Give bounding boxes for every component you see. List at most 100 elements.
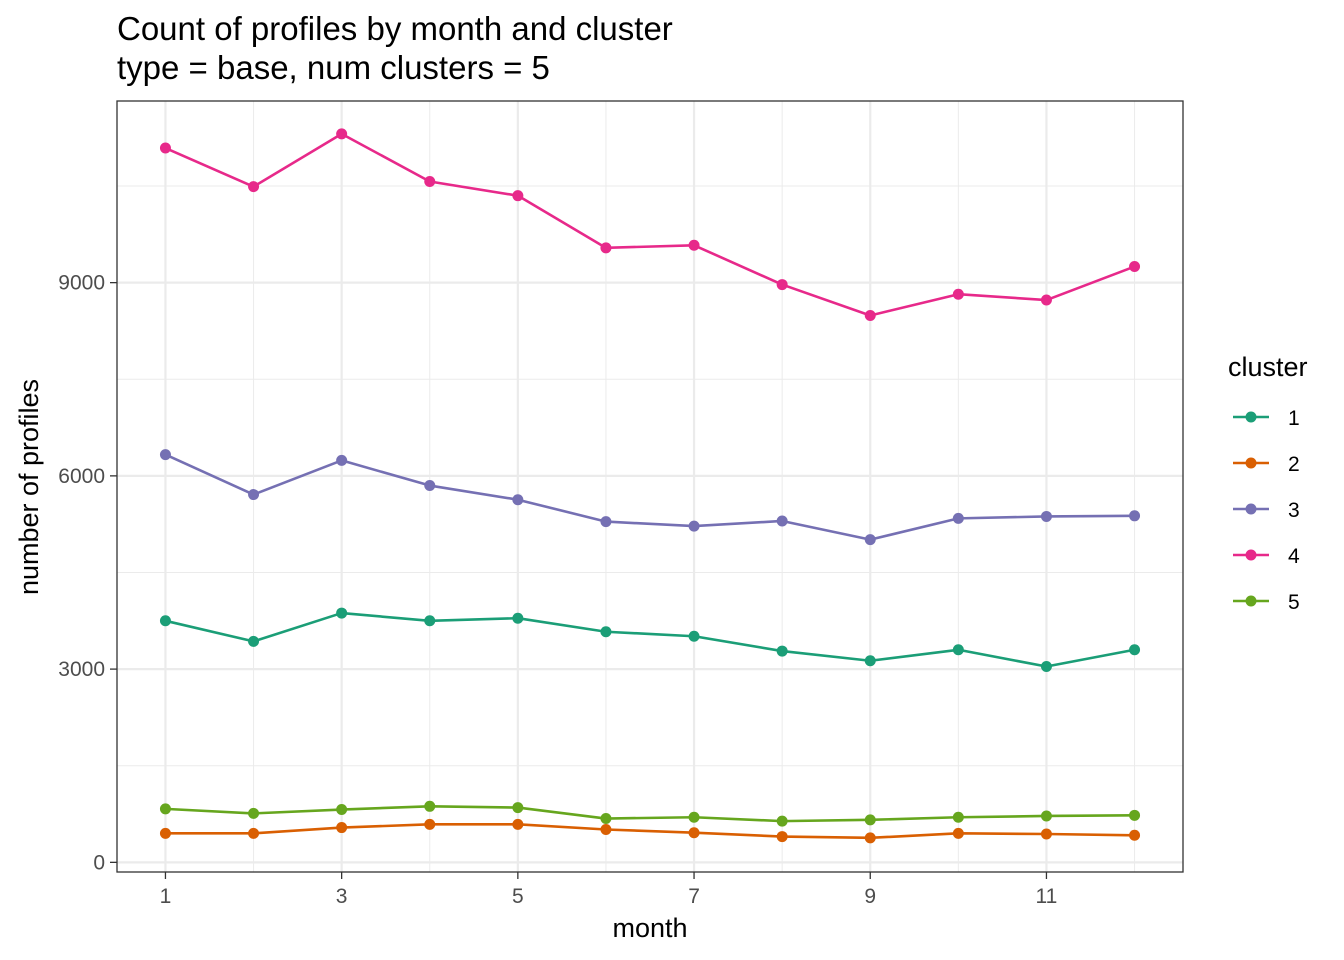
- data-point: [688, 827, 700, 839]
- data-point: [512, 818, 524, 830]
- legend-label: 4: [1288, 545, 1300, 568]
- series-4: [159, 128, 1141, 321]
- y-axis-title: number of profiles: [14, 379, 44, 595]
- data-point: [424, 818, 436, 830]
- series-line: [165, 823, 1135, 840]
- data-point: [864, 832, 876, 844]
- data-point: [864, 534, 876, 546]
- data-point: [159, 803, 171, 815]
- chart-subtitle: type = base, num clusters = 5: [117, 49, 550, 86]
- data-point: [776, 515, 788, 527]
- panel-border: [116, 100, 1184, 873]
- data-point: [952, 288, 964, 300]
- data-point: [336, 128, 348, 140]
- legend: cluster 1 2 3 4 5: [1228, 352, 1308, 614]
- data-point: [512, 612, 524, 624]
- data-point: [952, 827, 964, 839]
- data-point: [1040, 661, 1052, 673]
- data-point: [1040, 294, 1052, 306]
- legend-key-point: [1245, 549, 1257, 561]
- data-point: [248, 635, 260, 647]
- data-point: [248, 807, 260, 819]
- data-point: [600, 626, 612, 638]
- data-point: [864, 814, 876, 826]
- data-point: [336, 454, 348, 466]
- data-point: [776, 279, 788, 291]
- data-point: [1129, 829, 1141, 841]
- data-point: [512, 802, 524, 814]
- legend-key-point: [1245, 503, 1257, 515]
- data-point: [336, 822, 348, 834]
- y-axis: 0 3000 6000 9000: [58, 272, 117, 874]
- data-point: [248, 827, 260, 839]
- legend-label: 3: [1288, 499, 1300, 522]
- data-point: [952, 811, 964, 823]
- data-point: [1129, 809, 1141, 821]
- legend-key-point: [1245, 411, 1257, 423]
- data-point: [248, 181, 260, 193]
- data-point: [600, 823, 612, 835]
- data-point: [952, 644, 964, 656]
- x-tick-label: 7: [688, 885, 700, 908]
- x-tick-label: 9: [864, 885, 876, 908]
- x-axis: 1 3 5 7 9 11: [160, 872, 1058, 908]
- data-point: [248, 489, 260, 501]
- data-point: [1129, 510, 1141, 522]
- data-point: [688, 520, 700, 532]
- data-point: [688, 239, 700, 251]
- data-point: [1040, 510, 1052, 522]
- panel-background: [117, 101, 1183, 872]
- series-line: [165, 611, 1135, 668]
- legend-key-point: [1245, 595, 1257, 607]
- data-point: [688, 630, 700, 642]
- data-point: [864, 655, 876, 667]
- data-point: [512, 190, 524, 202]
- x-axis-title: month: [612, 913, 687, 943]
- series-line: [164, 132, 1136, 317]
- data-point: [864, 309, 876, 321]
- data-point: [424, 800, 436, 812]
- legend-item-4: 4: [1233, 545, 1300, 568]
- legend-label: 2: [1288, 453, 1300, 476]
- data-point: [952, 512, 964, 524]
- series-line: [165, 804, 1135, 823]
- legend-item-1: 1: [1233, 407, 1300, 430]
- data-point: [688, 811, 700, 823]
- data-point: [159, 615, 171, 627]
- y-tick-label: 6000: [58, 465, 105, 488]
- data-point: [424, 615, 436, 627]
- x-tick-label: 5: [512, 885, 524, 908]
- series-1: [159, 607, 1141, 673]
- grid-minor: [117, 101, 1183, 872]
- legend-item-3: 3: [1233, 499, 1300, 522]
- data-point: [159, 827, 171, 839]
- y-tick-label: 3000: [58, 658, 105, 681]
- data-point: [776, 645, 788, 657]
- legend-label: 5: [1288, 591, 1300, 614]
- data-point: [600, 242, 612, 254]
- data-point: [776, 815, 788, 827]
- plot-panel: [116, 100, 1184, 873]
- series-line: [164, 453, 1135, 541]
- data-point: [424, 480, 436, 492]
- legend-key-point: [1245, 457, 1257, 469]
- legend-item-5: 5: [1233, 591, 1300, 614]
- data-point: [336, 804, 348, 816]
- x-tick-label: 3: [336, 885, 348, 908]
- data-point: [1040, 828, 1052, 840]
- series-layer: [159, 128, 1141, 844]
- x-tick-label: 11: [1036, 885, 1058, 908]
- legend-item-2: 2: [1233, 453, 1300, 476]
- data-point: [1040, 810, 1052, 822]
- data-point: [424, 176, 436, 188]
- data-point: [159, 142, 171, 154]
- legend-title: cluster: [1228, 352, 1308, 382]
- y-tick-label: 0: [93, 851, 105, 874]
- y-tick-label: 9000: [58, 272, 105, 295]
- data-point: [512, 494, 524, 506]
- legend-label: 1: [1288, 407, 1300, 430]
- chart-title: Count of profiles by month and cluster: [117, 10, 673, 47]
- x-tick-label: 1: [160, 885, 172, 908]
- data-point: [159, 449, 171, 461]
